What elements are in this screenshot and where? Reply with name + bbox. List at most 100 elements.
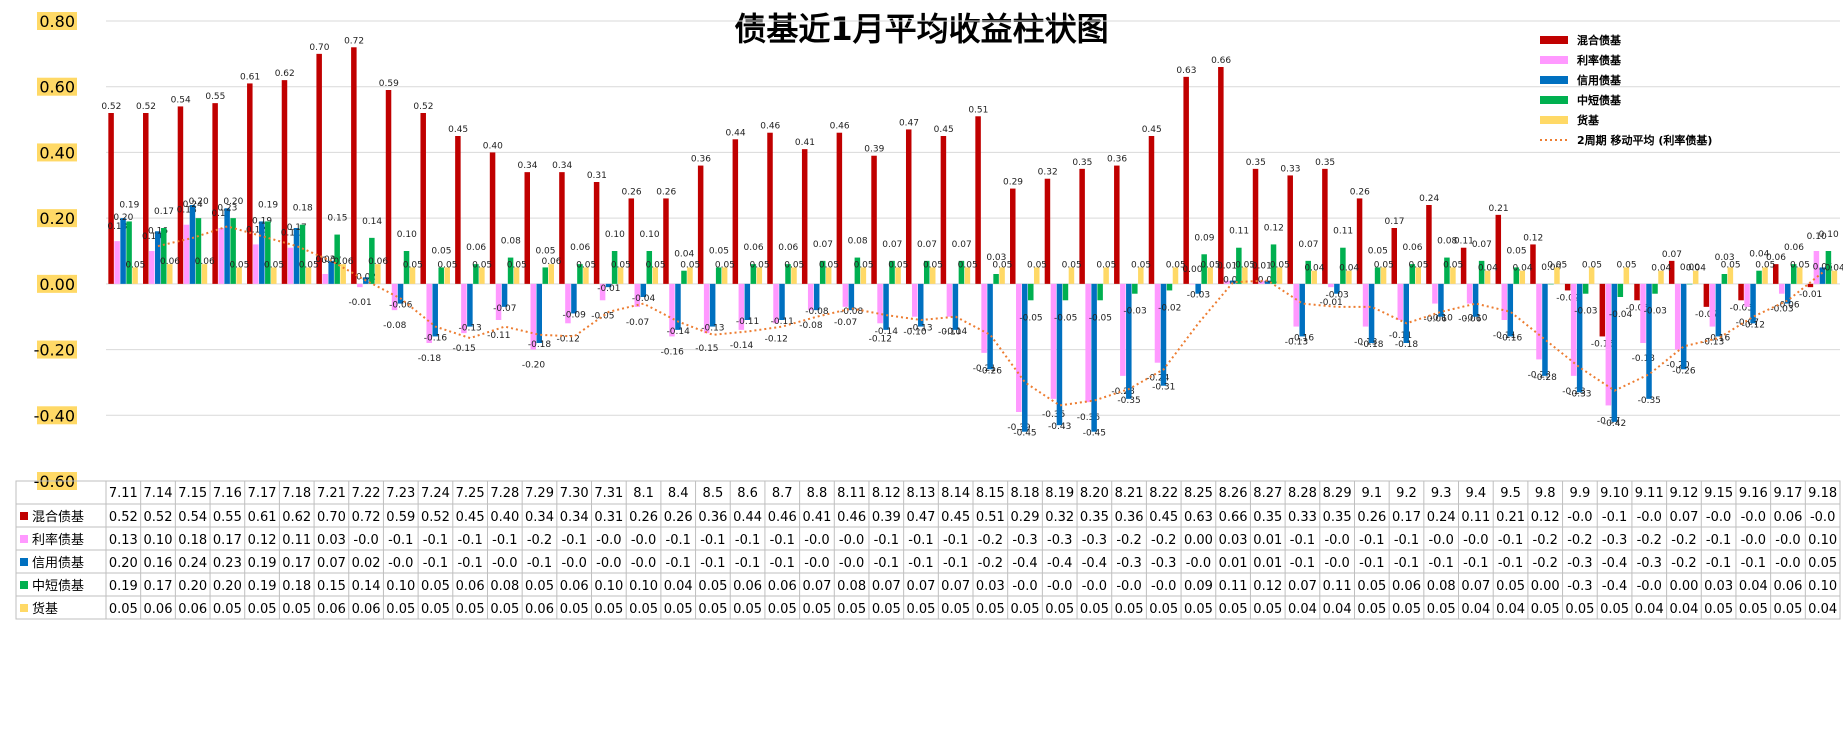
bar-信用债基-8.5 bbox=[709, 283, 716, 327]
table-cell: 0.47 bbox=[907, 510, 936, 525]
data-label: 0.12 bbox=[246, 225, 266, 235]
bar-中短债基-7.25 bbox=[473, 264, 479, 284]
table-cell: -0.1 bbox=[666, 533, 691, 548]
x-tick-label: 9.4 bbox=[1466, 486, 1487, 501]
table-cell: -0.0 bbox=[1637, 510, 1662, 525]
x-tick-label: 8.7 bbox=[772, 486, 793, 501]
bar-货基-7.22 bbox=[375, 264, 381, 284]
x-tick-label: 7.21 bbox=[317, 486, 346, 501]
bar-中短债基-7.14 bbox=[161, 228, 167, 284]
bar-利率债基-9.11 bbox=[1640, 283, 1646, 343]
data-label: 0.05 bbox=[1617, 260, 1637, 270]
data-label: 0.00 bbox=[1541, 263, 1561, 273]
table-cell: -0.2 bbox=[1151, 533, 1176, 548]
table-cell: -0.0 bbox=[1463, 533, 1488, 548]
data-label: 0.51 bbox=[968, 105, 988, 115]
table-cell: 0.03 bbox=[976, 579, 1005, 594]
bar-混合债基-7.31 bbox=[593, 182, 600, 284]
bar-信用债基-7.11 bbox=[120, 218, 126, 284]
data-label: 0.05 bbox=[854, 260, 874, 270]
data-label: -0.04 bbox=[632, 294, 656, 304]
bar-中短债基-9.1 bbox=[1374, 267, 1381, 284]
table-cell: -0.1 bbox=[1359, 533, 1384, 548]
bar-混合债基-7.21 bbox=[316, 53, 322, 284]
bar-信用债基-9.10 bbox=[1611, 283, 1618, 422]
data-label: 0.05 bbox=[611, 260, 631, 270]
data-label: -0.16 bbox=[1707, 333, 1731, 343]
table-cell: 0.45 bbox=[941, 510, 970, 525]
x-tick-label: 8.11 bbox=[837, 486, 866, 501]
data-label: 0.40 bbox=[483, 141, 503, 151]
data-label: 0.05 bbox=[784, 260, 804, 270]
data-label: -0.05 bbox=[1730, 303, 1753, 313]
x-tick-label: 8.18 bbox=[1011, 486, 1040, 501]
table-cell: -0.4 bbox=[1602, 579, 1627, 594]
table-cell: 0.05 bbox=[594, 602, 623, 617]
table-cell: -0.0 bbox=[804, 533, 829, 548]
table-cell: 0.52 bbox=[421, 510, 450, 525]
table-cell: 0.36 bbox=[698, 510, 727, 525]
bar-信用债基-7.24 bbox=[432, 283, 438, 337]
bar-利率债基-8.4 bbox=[669, 283, 675, 337]
bar-利率债基-8.25 bbox=[1189, 283, 1195, 285]
table-cell: 0.05 bbox=[560, 602, 589, 617]
bar-中短债基-7.16 bbox=[230, 218, 236, 284]
bar-中短债基-7.24 bbox=[438, 267, 444, 284]
bar-中短债基-9.3 bbox=[1444, 257, 1450, 284]
table-cell: 0.05 bbox=[421, 579, 450, 594]
bar-货基-8.26 bbox=[1242, 267, 1248, 284]
x-tick-label: 9.5 bbox=[1500, 486, 1521, 501]
table-cell: -0.0 bbox=[1186, 556, 1211, 571]
bar-信用债基-8.21 bbox=[1126, 283, 1132, 399]
bar-中短债基-8.25 bbox=[1201, 254, 1207, 284]
data-label: 0.62 bbox=[275, 69, 295, 79]
bar-货基-7.18 bbox=[305, 267, 312, 284]
bar-货基-8.25 bbox=[1207, 267, 1213, 284]
data-label: 0.52 bbox=[413, 102, 433, 112]
bar-利率债基-9.10 bbox=[1605, 283, 1612, 406]
x-tick-label: 8.4 bbox=[668, 486, 689, 501]
data-label: 0.05 bbox=[437, 260, 457, 270]
table-cell: 0.10 bbox=[629, 579, 658, 594]
data-label: -0.23 bbox=[1528, 370, 1551, 380]
table-cell: 0.05 bbox=[282, 602, 311, 617]
bar-混合债基-9.10 bbox=[1599, 283, 1606, 337]
data-label: -0.06 bbox=[1458, 315, 1482, 325]
x-tick-label: 8.5 bbox=[703, 486, 724, 501]
bar-利率债基-7.22 bbox=[357, 283, 363, 288]
table-cell: 0.17 bbox=[213, 533, 242, 548]
y-tick-label: 0.40 bbox=[39, 143, 75, 162]
data-label: -0.18 bbox=[1360, 340, 1384, 350]
x-tick-label: 9.8 bbox=[1535, 486, 1556, 501]
bar-混合债基-7.29 bbox=[524, 172, 530, 284]
table-cell: 0.26 bbox=[664, 510, 693, 525]
table-cell: -0.2 bbox=[1116, 533, 1141, 548]
bar-中短债基-8.7 bbox=[785, 264, 791, 284]
bar-利率债基-8.12 bbox=[877, 283, 883, 324]
data-label: -0.10 bbox=[938, 328, 962, 338]
data-label: -0.36 bbox=[1077, 413, 1101, 423]
table-cell: 0.04 bbox=[1635, 602, 1664, 617]
bar-信用债基-9.18 bbox=[1819, 267, 1826, 284]
x-tick-label: 9.17 bbox=[1774, 486, 1803, 501]
bar-混合债基-7.17 bbox=[247, 83, 253, 284]
bar-混合债基-9.3 bbox=[1426, 205, 1432, 284]
data-label: -0.12 bbox=[1742, 320, 1765, 330]
x-tick-label: 9.10 bbox=[1600, 486, 1629, 501]
bar-中短债基-9.4 bbox=[1478, 260, 1485, 284]
data-label: 0.04 bbox=[1478, 264, 1498, 274]
data-label: 0.08 bbox=[501, 237, 521, 247]
table-legend-key bbox=[20, 512, 28, 520]
bar-利率债基-7.28 bbox=[495, 283, 502, 320]
bar-利率债基-7.29 bbox=[530, 283, 536, 350]
bar-信用债基-7.29 bbox=[536, 283, 542, 343]
table-cell: -0.3 bbox=[1047, 533, 1072, 548]
table-legend-key bbox=[20, 581, 28, 589]
legend-label: 中短债基 bbox=[1577, 93, 1622, 107]
bar-中短债基-9.2 bbox=[1409, 264, 1415, 284]
table-cell: -0.1 bbox=[1706, 533, 1731, 548]
table-cell: 0.05 bbox=[421, 602, 450, 617]
bar-货基-9.5 bbox=[1519, 270, 1526, 284]
table-cell: 0.11 bbox=[282, 533, 311, 548]
data-label: 0.19 bbox=[252, 216, 272, 226]
